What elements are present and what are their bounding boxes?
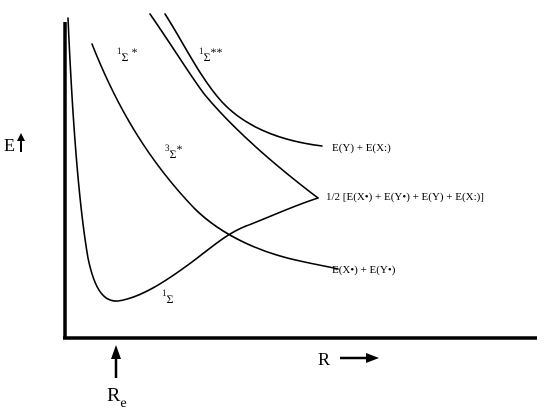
curve-ground-singlet (67, 17, 319, 302)
re-arrow-icon (111, 345, 121, 378)
asymptote-label-top: E(Y) + E(X:) (332, 142, 391, 154)
curve-singlet-star (91, 43, 339, 270)
y-axis-label: E (4, 135, 15, 155)
label-singlet-star: 1Σ * (117, 45, 137, 64)
asymptote-label-middle: 1/2 [E(X•) + E(Y•) + E(Y) + E(X:)] (326, 191, 484, 203)
y-axis-arrow-icon (17, 133, 25, 152)
asymptote-label-bottom: E(X•) + E(Y•) (332, 264, 396, 276)
curve-singlet-double-star (164, 13, 323, 147)
label-triplet-star: 3Σ* (165, 142, 182, 161)
equilibrium-distance-label: Re (107, 384, 127, 411)
x-axis-label: R (318, 349, 330, 369)
curve-triplet-star (149, 13, 319, 199)
x-axis-arrow-icon (340, 353, 379, 363)
label-singlet-double-star: 1Σ** (199, 45, 222, 64)
label-ground-singlet: 1Σ (162, 288, 174, 306)
